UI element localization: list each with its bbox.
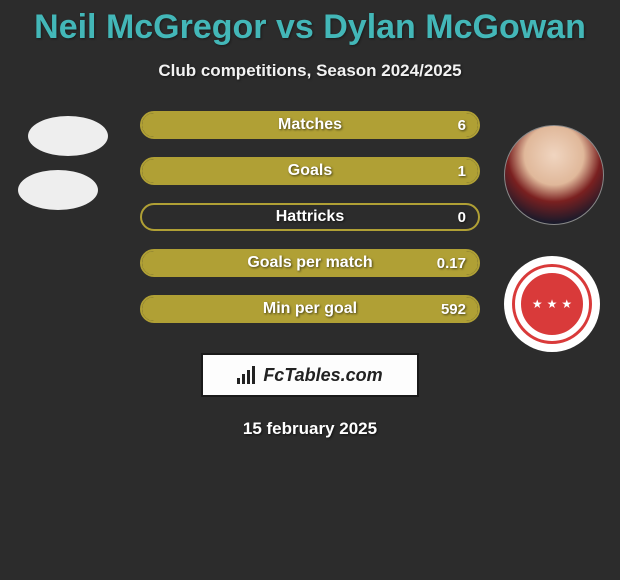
- stat-label: Min per goal: [142, 297, 478, 321]
- club-left-badge-placeholder: [18, 170, 98, 210]
- stat-label: Hattricks: [142, 205, 478, 229]
- stat-label: Goals per match: [142, 251, 478, 275]
- stat-value-right: 0.17: [437, 251, 466, 275]
- stat-row: Hattricks0: [140, 203, 480, 231]
- star-icon: ★: [547, 297, 558, 311]
- stat-row: Goals1: [140, 157, 480, 185]
- page-title: Neil McGregor vs Dylan McGowan: [0, 0, 620, 47]
- stat-label: Matches: [142, 113, 478, 137]
- stat-value-right: 0: [458, 205, 466, 229]
- chart-bars-icon: [237, 366, 257, 384]
- stat-value-right: 1: [458, 159, 466, 183]
- subtitle: Club competitions, Season 2024/2025: [0, 61, 620, 81]
- stat-row: Min per goal592: [140, 295, 480, 323]
- brand-text: FcTables.com: [263, 365, 382, 386]
- club-right-badge: ★ ★ ★: [504, 256, 600, 352]
- footer-date: 15 february 2025: [0, 419, 620, 439]
- stat-row: Goals per match0.17: [140, 249, 480, 277]
- stat-row: Matches6: [140, 111, 480, 139]
- player-left-avatar-placeholder: [28, 116, 108, 156]
- club-right-badge-inner: ★ ★ ★: [515, 267, 589, 341]
- star-icon: ★: [532, 297, 543, 311]
- stat-label: Goals: [142, 159, 478, 183]
- stat-value-right: 592: [441, 297, 466, 321]
- brand-box[interactable]: FcTables.com: [201, 353, 419, 397]
- stat-value-right: 6: [458, 113, 466, 137]
- player-right-avatar: [504, 125, 604, 225]
- star-icon: ★: [561, 297, 572, 311]
